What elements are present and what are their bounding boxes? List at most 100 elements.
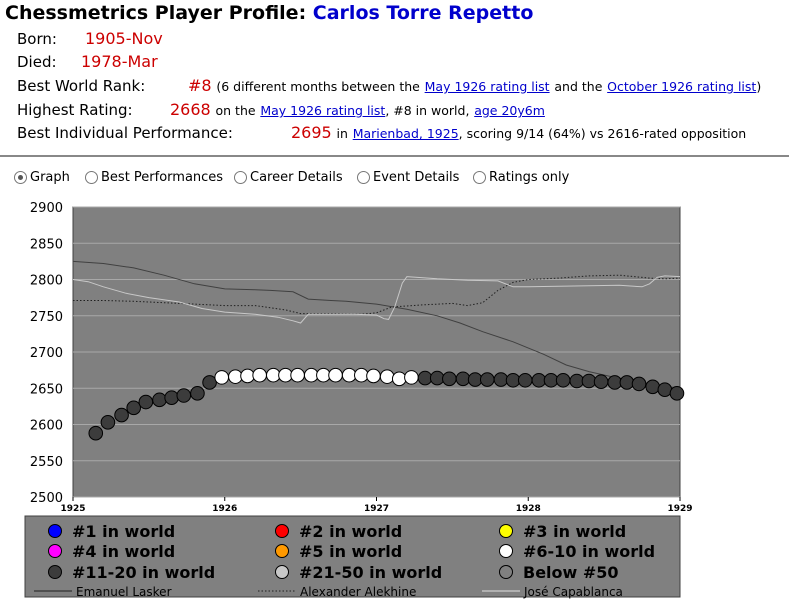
highest-rating-row: Highest Rating: 2668 on the May 1926 rati…: [17, 100, 545, 119]
rating-point: [531, 372, 547, 388]
best-rank-text-3: ): [756, 79, 762, 94]
best-performances-option[interactable]: Best Performances: [85, 170, 223, 185]
legend-marker: [275, 524, 289, 538]
x-tick-label: 1925: [60, 504, 85, 514]
legend-label: Emanuel Lasker: [76, 585, 172, 599]
highest-rating-text-1: on the: [215, 103, 256, 118]
legend-label: #6-10 in world: [523, 542, 655, 561]
best-performance-label: Best Individual Performance:: [17, 124, 233, 142]
rating-point: [442, 371, 457, 387]
axes: 2500 2550 2600 2650 2700 2750 2800 2850 2900 1925…: [30, 201, 693, 514]
rating-point: [619, 375, 635, 390]
ratings-only-radio-icon[interactable]: [473, 171, 486, 184]
rating-point: [266, 367, 281, 383]
y-tick-label: 2650: [30, 382, 63, 397]
section-divider: [0, 155, 789, 157]
rating-point: [417, 370, 433, 386]
y-tick-label: 2750: [30, 310, 63, 325]
best-rank-label: Best World Rank:: [17, 77, 146, 95]
rating-point: [555, 372, 571, 388]
legend-label: #21-50 in world: [299, 563, 442, 582]
best-performance-text-1: in: [336, 126, 348, 141]
x-tick-label: 1929: [667, 504, 692, 514]
died-row: Died: 1978-Mar: [17, 52, 158, 71]
rating-point: [493, 372, 509, 387]
rating-point: [303, 367, 319, 383]
legend-marker: [275, 544, 289, 558]
graph-option-label: Graph: [30, 170, 70, 185]
rating-point: [479, 372, 495, 387]
rating-point: [176, 388, 192, 403]
legend-label: Alexander Alekhine: [300, 585, 416, 599]
y-tick-label: 2700: [30, 346, 63, 361]
may-1926-rating-link[interactable]: May 1926 rating list: [424, 79, 550, 94]
graph-radio-icon[interactable]: [14, 171, 27, 184]
legend-label: Below #50: [523, 563, 619, 582]
best-rank-text-2: and the: [554, 79, 603, 94]
rating-point: [404, 370, 419, 385]
x-tick-label: 1928: [516, 504, 541, 514]
highest-rating-label: Highest Rating:: [17, 101, 133, 119]
highest-rating-text-2: , #8 in world,: [385, 103, 470, 118]
marienbad-1925-link[interactable]: Marienbad, 1925: [352, 126, 459, 141]
rating-point: [190, 386, 205, 401]
ratings-only-option[interactable]: Ratings only: [473, 170, 569, 185]
event-details-option[interactable]: Event Details: [357, 170, 459, 185]
event-details-radio-icon[interactable]: [357, 171, 370, 184]
legend-label: José Capablanca: [523, 585, 623, 599]
rating-point: [631, 376, 647, 392]
died-value: 1978-Mar: [81, 52, 158, 71]
rating-point: [341, 367, 357, 383]
rating-point: [467, 372, 483, 387]
series-line-alexander-alekhine: [73, 274, 681, 315]
best-performances-radio-icon[interactable]: [85, 171, 98, 184]
rating-point: [100, 415, 116, 430]
died-label: Died:: [17, 53, 57, 71]
career-details-option[interactable]: Career Details: [234, 170, 343, 185]
x-tick-label: 1926: [212, 504, 237, 514]
rating-point: [278, 367, 293, 383]
rating-point: [391, 371, 407, 387]
legend-label: #1 in world: [72, 522, 175, 541]
event-details-option-label: Event Details: [373, 170, 460, 185]
rating-point: [657, 382, 673, 397]
y-tick-label: 2900: [30, 201, 63, 216]
rating-point: [126, 400, 141, 416]
best-performance-text-2: , scoring 9/14 (64%) vs 2616-rated oppos…: [458, 126, 747, 141]
legend: #1 in world #2 in world #3 in world #4 in w…: [24, 515, 681, 599]
legend-label: #2 in world: [299, 522, 402, 541]
rating-point: [366, 368, 381, 384]
y-tick-label: 2550: [30, 455, 63, 470]
rating-chart: 2500 2550 2600 2650 2700 2750 2800 2850 2900 1925…: [24, 201, 693, 599]
rating-point: [581, 373, 597, 389]
rating-point: [202, 375, 217, 390]
career-details-radio-icon[interactable]: [234, 171, 247, 184]
rating-point: [543, 372, 559, 388]
best-rank-value: #8: [188, 76, 212, 95]
y-tick-label: 2800: [30, 274, 63, 289]
player-dots: [88, 367, 685, 441]
best-performance-row: Best Individual Performance: 2695 in Mari…: [17, 123, 746, 142]
age-link[interactable]: age 20y6m: [474, 103, 545, 118]
rating-point: [429, 370, 445, 386]
best-rank-row: Best World Rank: #8 (6 different months b…: [17, 76, 761, 95]
y-tick-label: 2850: [30, 237, 63, 252]
october-1926-rating-link[interactable]: October 1926 rating list: [607, 79, 757, 94]
best-performances-option-label: Best Performances: [101, 170, 224, 185]
highest-rating-list-link[interactable]: May 1926 rating list: [260, 103, 386, 118]
rating-point: [228, 369, 243, 384]
rating-point: [164, 390, 179, 405]
rating-point: [240, 368, 255, 384]
legend-marker: [48, 524, 62, 538]
rating-point: [505, 372, 521, 388]
rating-point: [645, 379, 660, 395]
rating-point: [114, 407, 129, 423]
y-tick-label: 2600: [30, 419, 63, 434]
legend-marker: [499, 544, 513, 558]
legend-label: #11-20 in world: [72, 563, 215, 582]
best-performance-value: 2695: [291, 123, 332, 142]
rating-point: [354, 367, 369, 383]
ratings-only-option-label: Ratings only: [489, 170, 570, 185]
graph-option[interactable]: Graph: [14, 170, 70, 185]
rating-point: [152, 392, 167, 408]
